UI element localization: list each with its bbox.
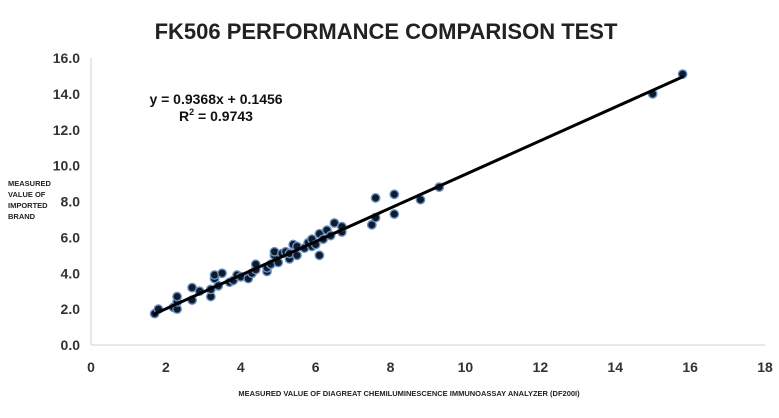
chart-title: FK506 PERFORMANCE COMPARISON TEST	[155, 19, 618, 44]
x-tick-label: 0	[87, 359, 95, 375]
y-tick-label: 12.0	[53, 122, 80, 138]
data-point	[370, 193, 381, 203]
y-tick-labels: 0.0 2.0 4.0 6.0 8.0 10.0 12.0 14.0 16.0	[53, 50, 80, 353]
y-axis-label-line: IMPORTED	[8, 201, 48, 210]
x-tick-label: 14	[607, 359, 623, 375]
y-axis-label-line: BRAND	[8, 212, 36, 221]
r-squared-value: = 0.9743	[194, 108, 253, 124]
y-tick-label: 10.0	[53, 158, 80, 174]
x-tick-label: 8	[387, 359, 395, 375]
y-tick-label: 16.0	[53, 50, 80, 66]
trendline	[153, 75, 685, 316]
x-tick-label: 6	[312, 359, 320, 375]
x-tick-label: 16	[682, 359, 698, 375]
x-axis-label: MEASURED VALUE OF DIAGREAT CHEMILUMINESC…	[238, 389, 580, 398]
x-tick-label: 12	[533, 359, 549, 375]
y-axis-label-line: MEASURED	[8, 179, 52, 188]
x-tick-label: 4	[237, 359, 245, 375]
y-tick-label: 8.0	[61, 194, 81, 210]
y-tick-label: 4.0	[61, 265, 81, 281]
r-squared-superscript: 2	[189, 107, 194, 117]
y-axis-label-line: VALUE OF	[8, 190, 46, 199]
r-squared-prefix: R	[179, 108, 189, 124]
x-tick-label: 10	[458, 359, 474, 375]
x-tick-labels: 0 2 4 6 8 10 12 14 16 18	[87, 359, 773, 375]
r-squared-label: R2 = 0.9743	[179, 107, 253, 124]
data-point	[172, 291, 183, 302]
data-point	[217, 268, 227, 279]
data-point	[314, 250, 325, 261]
data-point	[389, 189, 400, 200]
y-tick-label: 2.0	[61, 301, 81, 317]
x-tick-label: 2	[162, 359, 170, 375]
data-point	[389, 209, 400, 219]
x-tick-label: 18	[757, 359, 773, 375]
trendline-equation: y = 0.9368x + 0.1456	[149, 91, 282, 107]
y-tick-label: 6.0	[61, 229, 81, 245]
y-tick-label: 0.0	[61, 337, 81, 353]
y-axis-label: MEASURED VALUE OF IMPORTED BRAND	[8, 179, 52, 221]
y-tick-label: 14.0	[53, 86, 80, 102]
